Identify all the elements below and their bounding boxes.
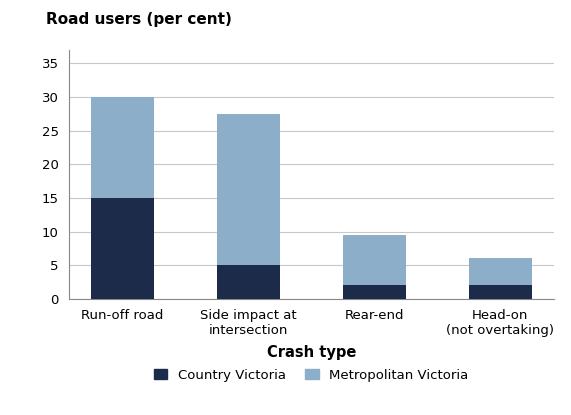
Bar	[469, 286, 532, 299]
Legend: Country Victoria, Metropolitan Victoria: Country Victoria, Metropolitan Victoria	[148, 363, 474, 387]
Bar	[216, 265, 280, 299]
Bar	[343, 235, 406, 286]
Bar	[91, 97, 154, 198]
Text: Road users (per cent): Road users (per cent)	[46, 12, 232, 27]
Bar	[343, 286, 406, 299]
Bar	[216, 114, 280, 265]
X-axis label: Crash type: Crash type	[267, 345, 356, 360]
Bar	[469, 259, 532, 286]
Bar	[91, 198, 154, 299]
